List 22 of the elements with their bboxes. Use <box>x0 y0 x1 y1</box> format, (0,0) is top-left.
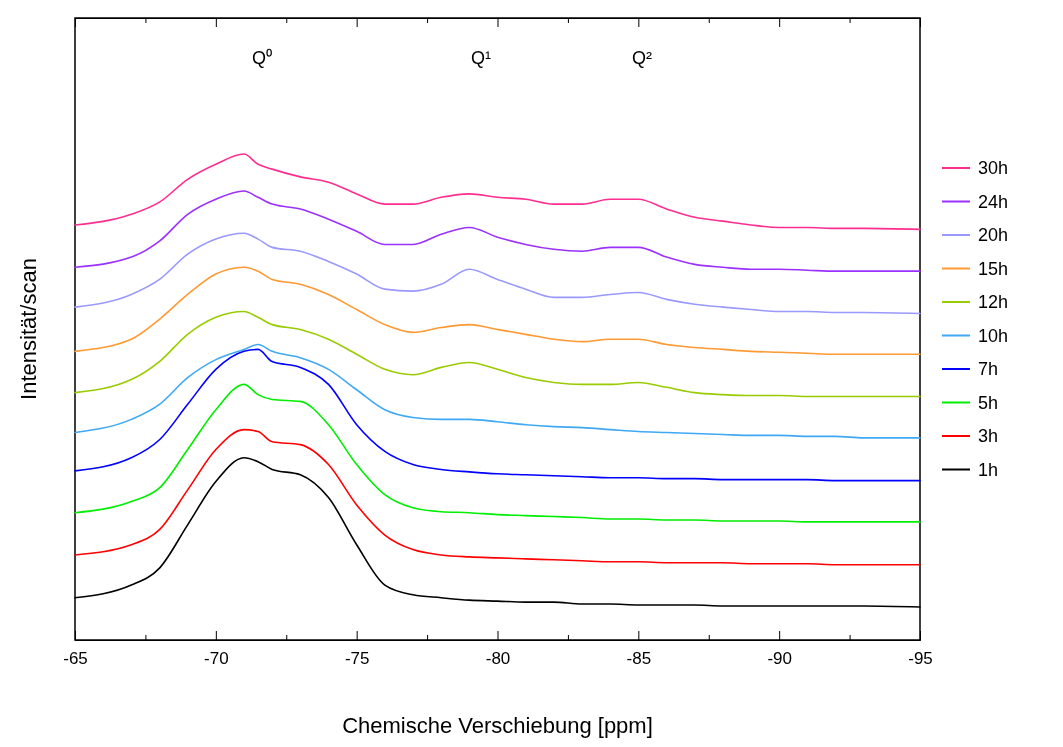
legend-label: 5h <box>978 392 999 413</box>
legend-label: 1h <box>978 459 999 480</box>
legend-label: 3h <box>978 426 999 446</box>
text: Q² <box>632 48 652 68</box>
x-tick-label: -75 <box>344 649 370 669</box>
x-axis-title: Chemische Verschiebung [ppm] <box>342 713 653 738</box>
legend-label: 30h <box>978 158 1009 178</box>
x-tick-label: -95 <box>908 649 933 669</box>
legend-label: 10h <box>978 325 1009 346</box>
x-tick-label: -65 <box>63 649 88 669</box>
text: Q⁰ <box>251 48 273 68</box>
text: Q¹ <box>471 48 491 68</box>
x-tick-label: -90 <box>767 649 792 669</box>
legend-label: 20h <box>978 225 1009 245</box>
x-tick-label: -80 <box>485 649 511 669</box>
legend-label: 15h <box>978 258 1009 279</box>
legend-label: 7h <box>978 359 999 379</box>
y-axis-title: Intensität/scan <box>16 258 41 400</box>
legend-label: 24h <box>978 191 1009 212</box>
x-tick-label: -85 <box>626 649 652 669</box>
x-tick-label: -70 <box>204 649 229 669</box>
legend-label: 12h <box>978 292 1009 312</box>
